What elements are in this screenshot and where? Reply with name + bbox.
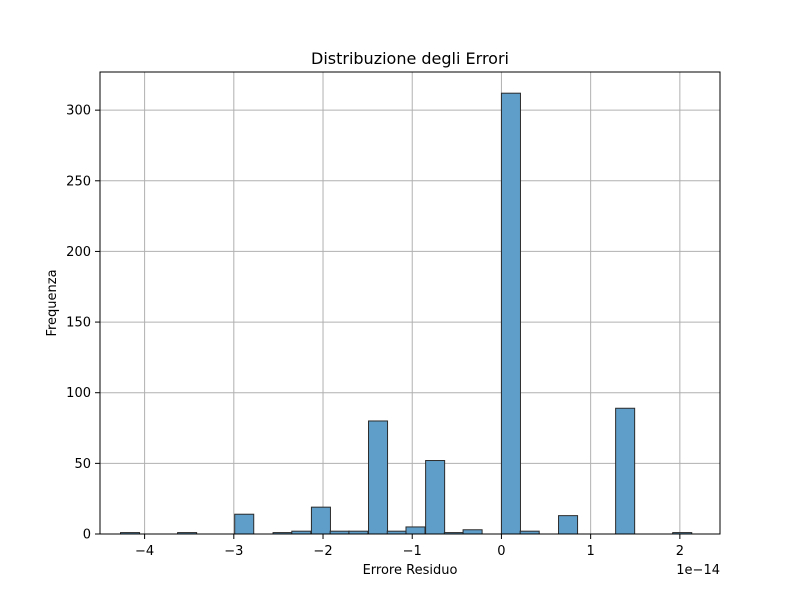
histogram-bar <box>310 506 331 535</box>
x-tick-label: 1 <box>587 544 595 559</box>
x-axis-label: Errore Residuo <box>363 563 458 578</box>
y-tick-label: 200 <box>66 245 91 260</box>
y-tick-label: 100 <box>66 386 91 401</box>
x-tick-label: −4 <box>135 544 154 559</box>
histogram-bar <box>368 420 389 535</box>
histogram-bar <box>405 526 426 535</box>
y-tick-label: 50 <box>74 457 91 472</box>
chart-title: Distribuzione degli Errori <box>311 49 509 68</box>
histogram-bar <box>425 460 446 535</box>
histogram-bar <box>234 513 255 535</box>
x-tick-label: 0 <box>497 544 505 559</box>
y-tick-label: 250 <box>66 174 91 189</box>
histogram-bar <box>558 515 579 535</box>
x-tick-label: −1 <box>403 544 422 559</box>
y-axis-ticks: 0 50 100 150 200 250 300 <box>66 104 100 543</box>
histogram-bars <box>120 92 693 535</box>
histogram-bar <box>462 529 483 535</box>
histogram-bar <box>500 92 521 535</box>
x-tick-label: −2 <box>313 544 332 559</box>
histogram-bar <box>615 407 636 535</box>
x-tick-label: −3 <box>224 544 243 559</box>
y-tick-label: 300 <box>66 104 91 119</box>
y-tick-label: 0 <box>83 528 91 543</box>
y-axis-label: Frequenza <box>45 269 60 336</box>
x-tick-label: 2 <box>676 544 684 559</box>
x-axis-ticks: −4 −3 −2 −1 0 1 2 <box>135 534 684 559</box>
x-axis-offset-label: 1e−14 <box>676 563 720 578</box>
y-tick-label: 150 <box>66 316 91 331</box>
plot-frame <box>99 71 721 535</box>
